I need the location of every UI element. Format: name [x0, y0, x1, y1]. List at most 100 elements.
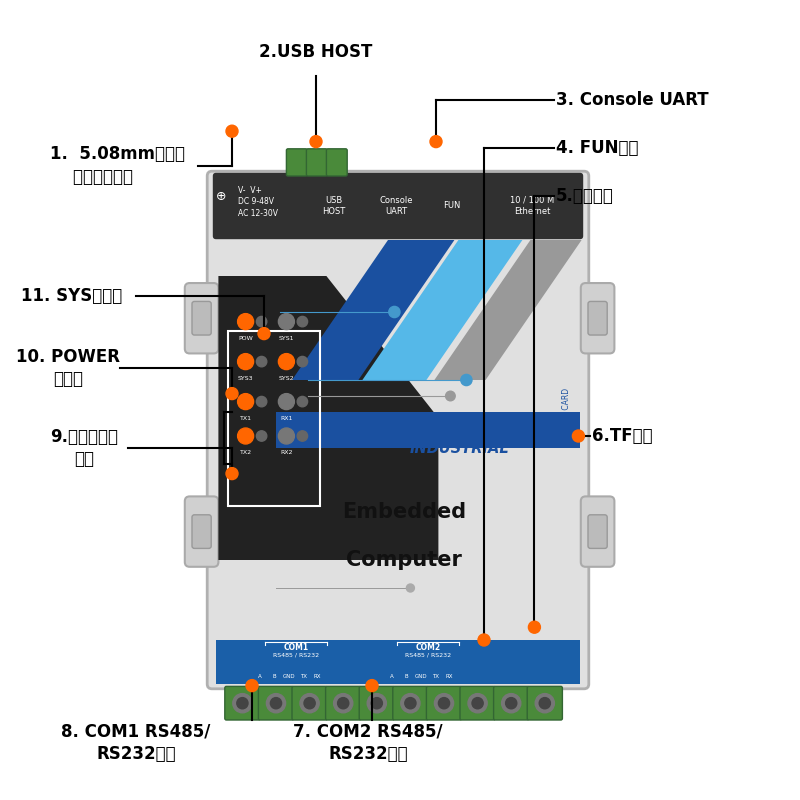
Circle shape	[298, 317, 308, 326]
Circle shape	[366, 680, 378, 691]
Polygon shape	[468, 240, 582, 380]
Circle shape	[502, 694, 521, 713]
Text: TX: TX	[300, 674, 306, 679]
Text: 4. FUN按键: 4. FUN按键	[556, 139, 638, 157]
Text: A: A	[258, 674, 262, 679]
FancyBboxPatch shape	[306, 149, 327, 176]
Circle shape	[278, 394, 294, 410]
Circle shape	[573, 430, 584, 442]
Circle shape	[461, 374, 472, 386]
Circle shape	[237, 698, 248, 709]
Circle shape	[434, 694, 454, 713]
Text: SYS2: SYS2	[278, 376, 294, 381]
Circle shape	[238, 428, 254, 444]
Text: Computer: Computer	[346, 550, 462, 570]
Circle shape	[258, 328, 270, 339]
FancyBboxPatch shape	[326, 686, 361, 720]
FancyBboxPatch shape	[326, 149, 347, 176]
Polygon shape	[292, 240, 446, 380]
Text: 7. COM2 RS485/
RS232接口: 7. COM2 RS485/ RS232接口	[293, 722, 443, 762]
Circle shape	[298, 431, 308, 442]
Circle shape	[246, 680, 258, 691]
Polygon shape	[402, 240, 522, 380]
Circle shape	[300, 694, 319, 713]
Text: RX: RX	[446, 674, 454, 679]
FancyBboxPatch shape	[460, 686, 495, 720]
Circle shape	[238, 394, 254, 410]
Text: USB
HOST: USB HOST	[322, 196, 346, 216]
Polygon shape	[276, 412, 580, 448]
Polygon shape	[452, 240, 572, 380]
Circle shape	[298, 357, 308, 366]
Circle shape	[472, 698, 483, 709]
FancyBboxPatch shape	[192, 302, 211, 335]
FancyBboxPatch shape	[185, 283, 218, 354]
Text: 3. Console UART: 3. Console UART	[556, 91, 709, 109]
Circle shape	[389, 306, 400, 318]
Polygon shape	[434, 240, 562, 380]
Text: COM1: COM1	[283, 643, 309, 652]
Text: RX1: RX1	[280, 416, 293, 421]
Circle shape	[310, 135, 322, 147]
Circle shape	[238, 314, 254, 330]
Text: 2.USB HOST: 2.USB HOST	[259, 43, 373, 61]
FancyBboxPatch shape	[393, 686, 428, 720]
Text: 8. COM1 RS485/
RS232接口: 8. COM1 RS485/ RS232接口	[62, 722, 210, 762]
FancyBboxPatch shape	[258, 686, 294, 720]
Circle shape	[438, 698, 450, 709]
FancyBboxPatch shape	[359, 686, 394, 720]
Circle shape	[233, 694, 252, 713]
Circle shape	[535, 694, 554, 713]
Circle shape	[371, 698, 382, 709]
FancyBboxPatch shape	[225, 686, 260, 720]
Circle shape	[468, 694, 487, 713]
Text: RS485 / RS232: RS485 / RS232	[405, 653, 451, 658]
Circle shape	[257, 357, 267, 366]
Text: B: B	[405, 674, 408, 679]
Text: INDUSTRIAL: INDUSTRIAL	[410, 441, 510, 455]
Circle shape	[446, 391, 455, 401]
Text: 10 / 100 M
Ethernet: 10 / 100 M Ethernet	[510, 196, 554, 216]
Circle shape	[334, 694, 353, 713]
Text: 10. POWER
指示灯: 10. POWER 指示灯	[16, 348, 120, 388]
Circle shape	[478, 634, 490, 646]
FancyBboxPatch shape	[192, 515, 211, 549]
Text: 11. SYS指示灯: 11. SYS指示灯	[22, 287, 122, 305]
Circle shape	[278, 354, 294, 370]
Text: Console
UART: Console UART	[379, 196, 413, 216]
Circle shape	[257, 317, 267, 326]
Circle shape	[401, 694, 420, 713]
Bar	[216, 640, 580, 684]
Circle shape	[257, 431, 267, 442]
Text: GND: GND	[414, 674, 427, 679]
Circle shape	[226, 467, 238, 480]
Circle shape	[405, 698, 416, 709]
Text: FUN: FUN	[443, 202, 461, 210]
Text: TX2: TX2	[239, 450, 252, 455]
Circle shape	[506, 698, 517, 709]
Circle shape	[226, 126, 238, 138]
Polygon shape	[384, 240, 512, 380]
Circle shape	[304, 698, 315, 709]
FancyBboxPatch shape	[527, 686, 562, 720]
Circle shape	[278, 428, 294, 444]
Text: TF CARD: TF CARD	[562, 387, 571, 421]
Text: COM2: COM2	[415, 643, 441, 652]
Circle shape	[238, 354, 254, 370]
FancyBboxPatch shape	[207, 171, 589, 689]
Circle shape	[406, 584, 414, 592]
Text: 9.串口收发指
示灯: 9.串口收发指 示灯	[50, 428, 118, 468]
FancyBboxPatch shape	[581, 283, 614, 354]
Bar	[228, 331, 320, 506]
Circle shape	[278, 314, 294, 330]
Text: SYS3: SYS3	[238, 376, 254, 381]
Polygon shape	[314, 240, 454, 380]
Circle shape	[257, 397, 267, 406]
Text: A: A	[390, 674, 394, 679]
Text: 6.TF卡座: 6.TF卡座	[592, 427, 653, 445]
FancyBboxPatch shape	[581, 496, 614, 566]
FancyBboxPatch shape	[494, 686, 529, 720]
Text: RX2: RX2	[280, 450, 293, 455]
Text: V-  V+
DC 9-48V
AC 12-30V: V- V+ DC 9-48V AC 12-30V	[238, 186, 278, 218]
Circle shape	[226, 388, 238, 400]
